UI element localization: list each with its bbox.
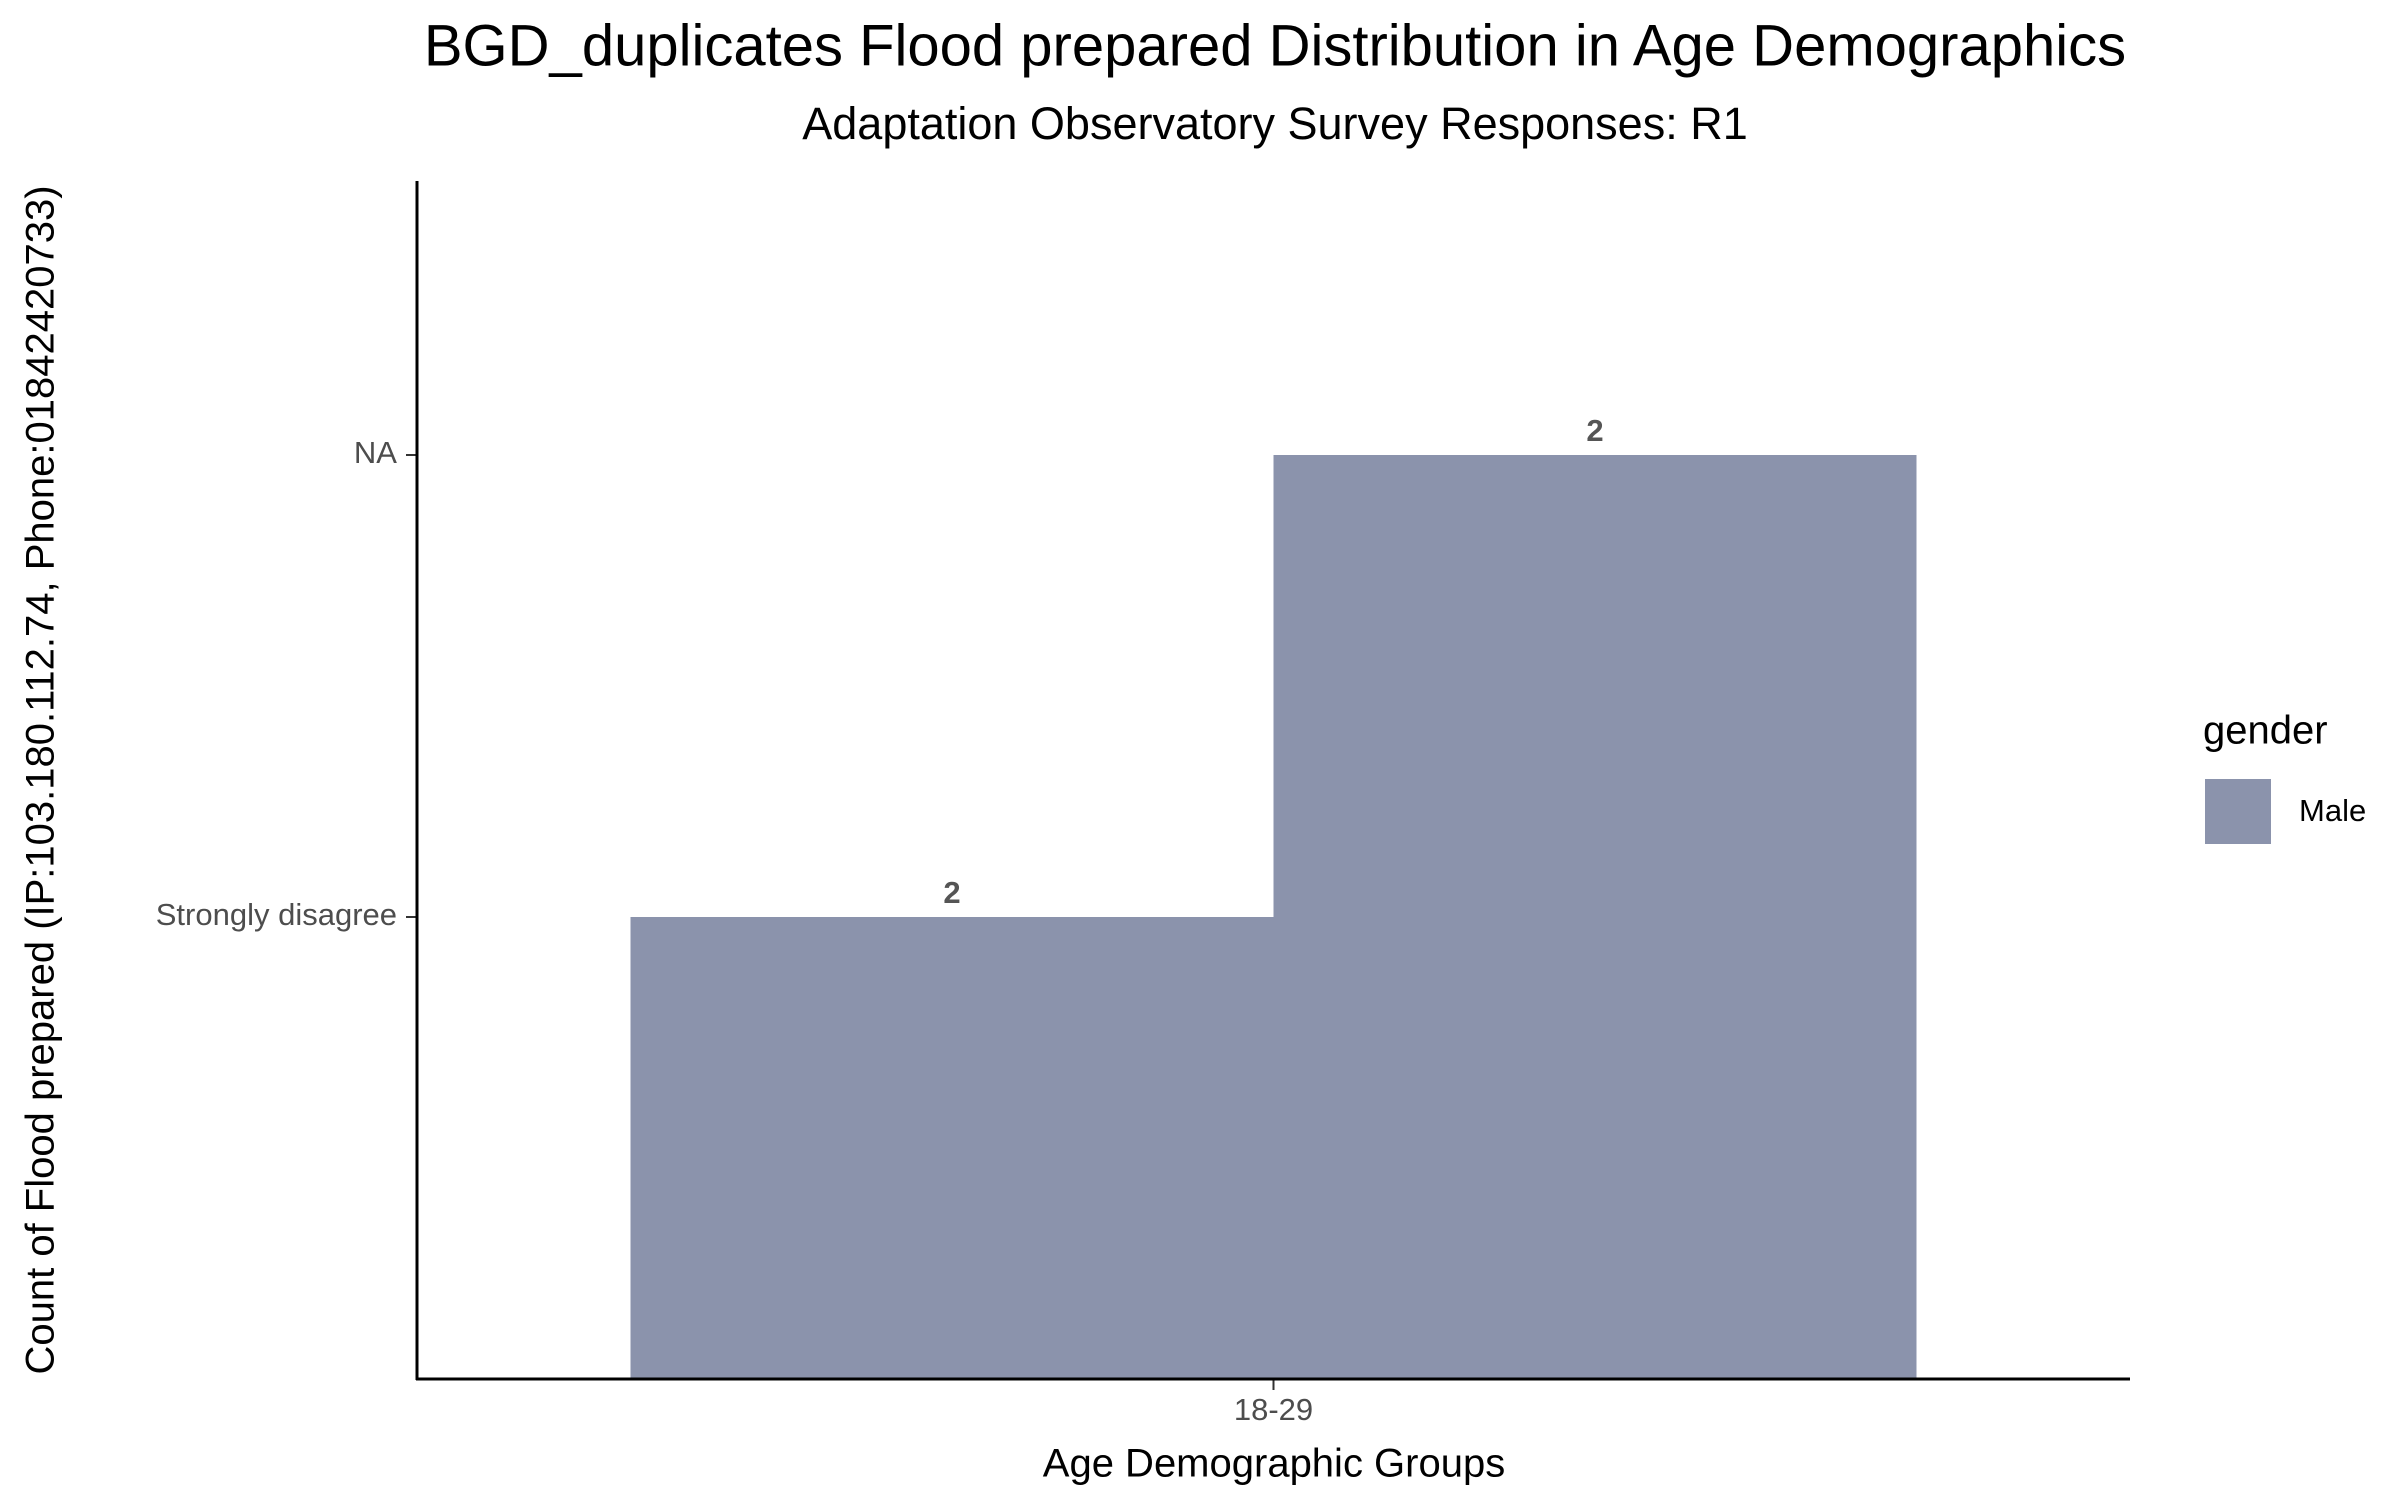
y-tick-label: NA [354, 435, 397, 470]
bar [1273, 455, 1917, 1379]
y-axis-title: Count of Flood prepared (IP:103.180.112.… [19, 185, 63, 1374]
chart-title: BGD_duplicates Flood prepared Distributi… [424, 13, 2126, 78]
legend-title: gender [2203, 709, 2328, 753]
chart-subtitle: Adaptation Observatory Survey Responses:… [802, 98, 1747, 149]
legend-label: Male [2299, 793, 2366, 828]
bar [630, 917, 1274, 1379]
legend-key [2205, 779, 2271, 844]
y-tick-label: Strongly disagree [156, 897, 397, 932]
data-label: 2 [1586, 413, 1603, 448]
x-axis-title: Age Demographic Groups [1043, 1442, 1505, 1486]
x-tick-label: 18-29 [1234, 1392, 1313, 1427]
data-label: 2 [943, 875, 960, 910]
